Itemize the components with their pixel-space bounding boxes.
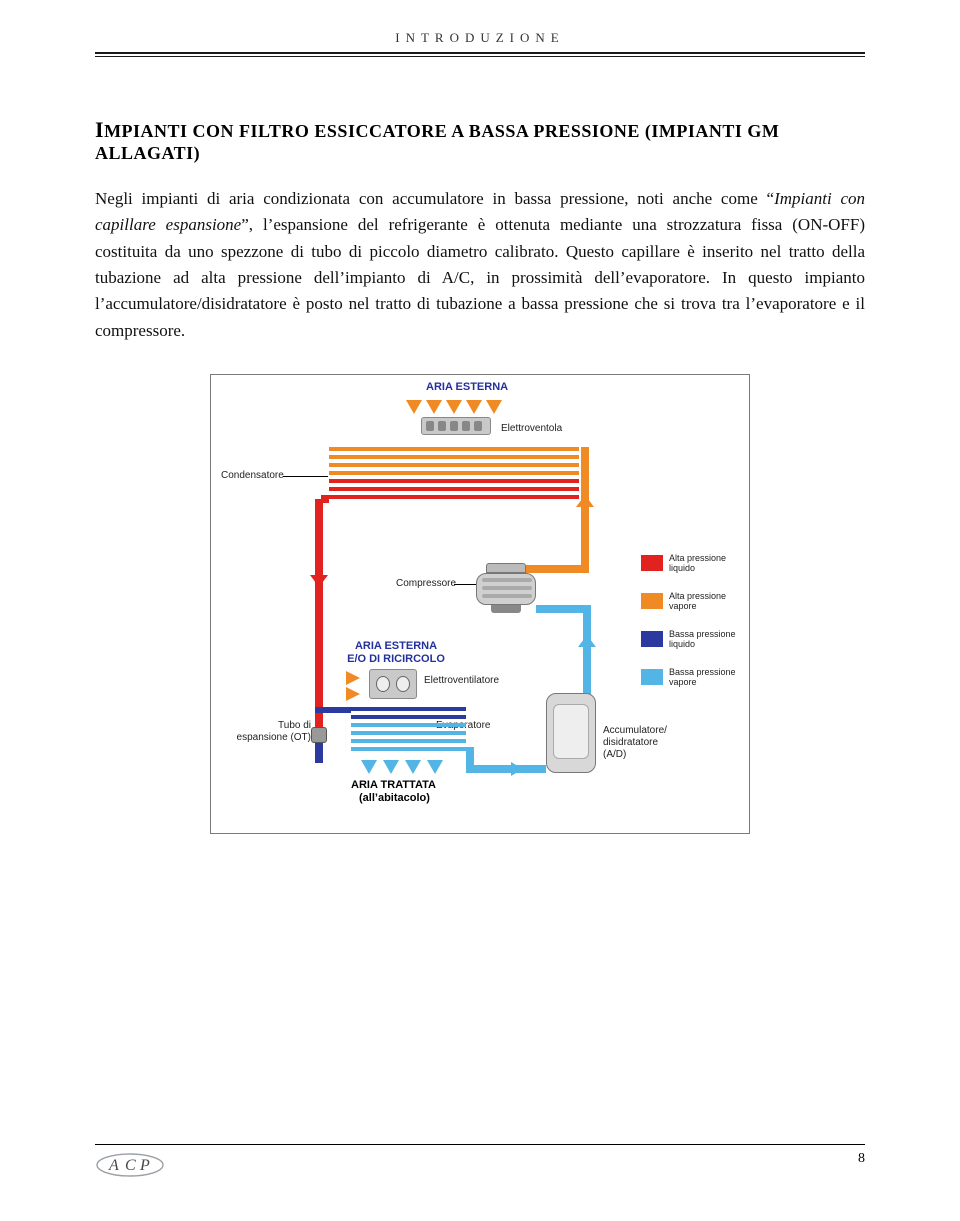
pipe-hp-vapor-vert [581, 447, 589, 567]
pipe-hp-liquid-vert [315, 499, 323, 729]
label-elettroventilatore: Elettroventilatore [424, 675, 499, 687]
legend-swatch-hp-liquid [641, 555, 663, 571]
header-rule [95, 52, 865, 57]
pipe-lp-vapor-comp-v [583, 605, 591, 695]
running-head: INTRODUZIONE [95, 30, 865, 46]
pipe-lp-liquid-to-evap [315, 707, 351, 713]
compressor-icon [476, 563, 536, 613]
svg-text:P: P [139, 1157, 150, 1174]
arrow-air-out-3 [405, 760, 421, 774]
callout-compressore [454, 584, 476, 585]
arrow-air-out-4 [427, 760, 443, 774]
legend-label-hp-vapor-1: Alta pressione [669, 591, 749, 601]
legend-label-lp-vapor-1: Bassa pressione [669, 667, 749, 677]
page-footer: A C P 8 [95, 1144, 865, 1179]
title-rest: MPIANTI CON FILTRO ESSICCATORE A BASSA P… [95, 121, 779, 163]
arrow-air-out-1 [361, 760, 377, 774]
label-tubo-esp-2: espansione (OT) [231, 732, 311, 744]
pipe-hp-liquid-arrow [310, 575, 328, 587]
arrow-air-down-5 [486, 400, 502, 414]
arrow-air-in-1 [346, 671, 360, 685]
elettroventilatore-icon [369, 669, 417, 699]
label-compressore: Compressore [396, 578, 456, 590]
legend-swatch-hp-vapor [641, 593, 663, 609]
legend-label-hp-vapor-2: vapore [669, 601, 749, 611]
section-title: IMPIANTI CON FILTRO ESSICCATORE A BASSA … [95, 117, 865, 164]
ac-system-diagram: ARIA ESTERNA Elettroventola Condensatore [210, 374, 750, 834]
arrow-air-down-4 [466, 400, 482, 414]
label-elettroventola: Elettroventola [501, 423, 562, 435]
label-aria-esterna-top: ARIA ESTERNA [426, 381, 508, 394]
page: INTRODUZIONE IMPIANTI CON FILTRO ESSICCA… [0, 0, 960, 1221]
pipe-hp-vapor-arrow [576, 495, 594, 507]
pipe-lp-arrow-to-acc [511, 762, 523, 776]
arrow-air-in-2 [346, 687, 360, 701]
arrow-air-down-1 [406, 400, 422, 414]
pipe-lp-liquid-v [315, 743, 323, 763]
pipe-lp-evap-out-h [466, 765, 546, 773]
legend-label-hp-liquid-2: liquido [669, 563, 749, 573]
svg-text:A: A [108, 1157, 119, 1174]
label-tubo-esp-1: Tubo di [256, 720, 311, 732]
legend-swatch-lp-vapor [641, 669, 663, 685]
page-number: 8 [858, 1151, 865, 1167]
label-condensatore: Condensatore [221, 470, 284, 482]
label-aria-trattata-2: (all’abitacolo) [359, 792, 430, 805]
label-aria-ricircolo-1: ARIA ESTERNA [336, 640, 456, 653]
label-accumulatore-2: disidratatore [603, 737, 658, 749]
publisher-logo: A C P [95, 1151, 165, 1179]
label-aria-ricircolo-2: E/O DI RICIRCOLO [336, 653, 456, 666]
elettroventola-icon [421, 417, 491, 435]
legend-label-hp-liquid-1: Alta pressione [669, 553, 749, 563]
title-initial: I [95, 117, 104, 142]
svg-text:C: C [125, 1157, 136, 1174]
arrow-air-down-3 [446, 400, 462, 414]
legend-label-lp-liquid-1: Bassa pressione [669, 629, 749, 639]
evaporator-coil [351, 707, 466, 755]
legend-swatch-lp-liquid [641, 631, 663, 647]
body-paragraph: Negli impianti di aria condizionata con … [95, 186, 865, 344]
footer-rule [95, 1144, 865, 1145]
accumulator-icon [546, 693, 596, 773]
label-aria-trattata-1: ARIA TRATTATA [351, 779, 436, 792]
expansion-tube-icon [311, 727, 327, 743]
condenser-coil [329, 447, 579, 503]
arrow-air-down-2 [426, 400, 442, 414]
arrow-air-out-2 [383, 760, 399, 774]
label-accumulatore-3: (A/D) [603, 749, 626, 761]
legend-label-lp-liquid-2: liquido [669, 639, 749, 649]
callout-condensatore [283, 476, 328, 477]
label-accumulatore-1: Accumulatore/ [603, 725, 667, 737]
pipe-lp-vapor-arrow-up [578, 635, 596, 647]
para-seg-1: Negli impianti di aria condizionata con … [95, 189, 774, 208]
legend-label-lp-vapor-2: vapore [669, 677, 749, 687]
